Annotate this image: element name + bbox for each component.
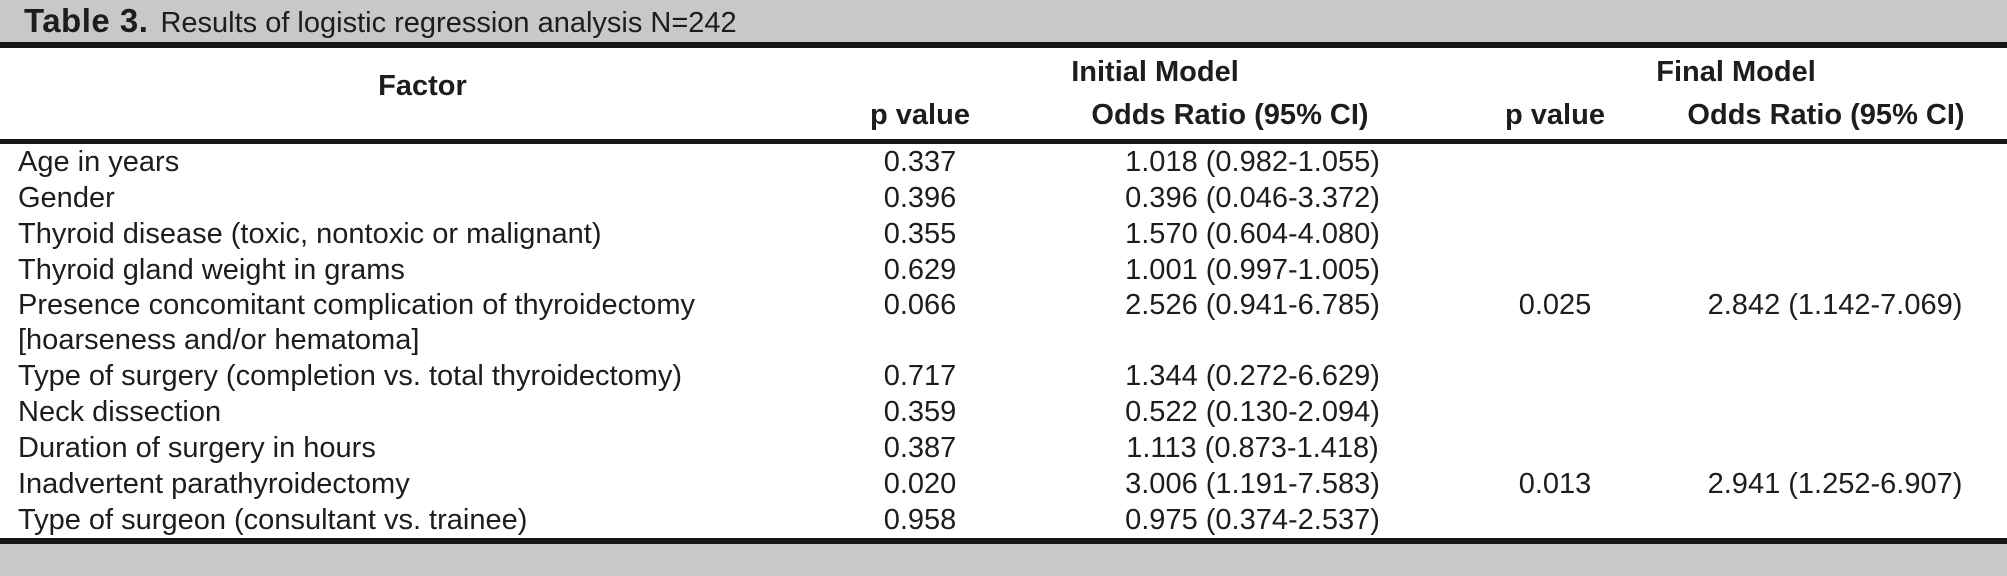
final-odds-ratio-cell — [1645, 252, 2007, 288]
final-odds-ratio-cell — [1645, 144, 2007, 180]
factor-cell: Type of surgeon (consultant vs. trainee) — [18, 503, 528, 536]
factor-cell: Neck dissection — [18, 395, 222, 428]
final-p-value-cell: 0.025 — [1518, 289, 1592, 321]
table-header: Factor Initial Model Final Model p value… — [0, 48, 2007, 144]
factor-cell: Type of surgery (completion vs. total th… — [18, 359, 683, 392]
final-odds-ratio-cell — [1645, 216, 2007, 252]
final-odds-ratio-cell — [1645, 502, 2007, 538]
factor-cell: Inadvertent parathyroidectomy — [18, 467, 410, 500]
column-group-final-model: Final Model — [1656, 55, 1816, 88]
logistic-regression-table: Factor Initial Model Final Model p value… — [0, 48, 2007, 538]
final-odds-ratio-cell — [1645, 180, 2007, 216]
initial-p-value-cell: 0.958 — [883, 503, 957, 536]
final-p-value-cell — [1465, 144, 1645, 180]
column-group-initial-model: Initial Model — [1071, 55, 1239, 88]
table-caption-bar: Table 3. Results of logistic regression a… — [0, 0, 2007, 42]
table-row: Inadvertent parathyroidectomy 0.020 3.00… — [0, 466, 2007, 502]
initial-odds-ratio-cell: 3.006 (1.191-7.583) — [1125, 467, 1380, 500]
final-p-value-cell — [1465, 216, 1645, 252]
final-odds-ratio-cell — [1645, 358, 2007, 394]
table-number: Table 3. — [24, 2, 149, 39]
column-header-final-p-value: p value — [1465, 96, 1645, 144]
initial-odds-ratio-cell: 1.344 (0.272-6.629) — [1125, 359, 1380, 392]
final-p-value-cell: 0.013 — [1518, 467, 1592, 500]
final-p-value-cell — [1465, 430, 1645, 466]
factor-cell: Age in years — [18, 145, 180, 178]
table-row: Thyroid gland weight in grams 0.629 1.00… — [0, 252, 2007, 288]
factor-cell: Thyroid gland weight in grams — [18, 253, 405, 286]
initial-odds-ratio-cell: 1.001 (0.997-1.005) — [1125, 253, 1380, 286]
bottom-rule — [0, 538, 2007, 544]
header-group-row: Factor Initial Model Final Model — [0, 48, 2007, 144]
final-p-value-cell — [1465, 252, 1645, 288]
table-row: Neck dissection 0.359 0.522 (0.130-2.094… — [0, 394, 2007, 430]
table-caption: Results of logistic regression analysis … — [160, 7, 737, 39]
top-rule — [0, 42, 2007, 48]
table-row: Gender 0.396 0.396 (0.046-3.372) — [0, 180, 2007, 216]
final-odds-ratio-cell — [1645, 430, 2007, 466]
final-p-value-cell — [1465, 502, 1645, 538]
initial-odds-ratio-cell: 1.570 (0.604-4.080) — [1125, 217, 1380, 250]
factor-cell: Gender — [18, 181, 115, 214]
initial-odds-ratio-cell: 0.975 (0.374-2.537) — [1125, 503, 1380, 536]
table-row: Duration of surgery in hours 0.387 1.113… — [0, 430, 2007, 466]
initial-p-value-cell: 0.355 — [883, 217, 957, 250]
factor-line-1: Presence concomitant complication of thy… — [18, 289, 695, 321]
initial-p-value-cell: 0.066 — [883, 289, 957, 321]
footer-bar — [0, 544, 2007, 576]
factor-cell: Duration of surgery in hours — [18, 431, 376, 464]
factor-line-2: [hoarseness and/or hematoma] — [18, 324, 420, 356]
initial-p-value-cell: 0.359 — [883, 395, 957, 428]
table-row: Age in years 0.337 1.018 (0.982-1.055) — [0, 144, 2007, 180]
factor-cell: Presence concomitant complication of thy… — [0, 288, 845, 358]
column-header-final-odds-ratio: Odds Ratio (95% CI) — [1645, 96, 2007, 144]
table-row: Presence concomitant complication of thy… — [0, 288, 2007, 358]
table-row: Thyroid disease (toxic, nontoxic or mali… — [0, 216, 2007, 252]
initial-odds-ratio-cell: 0.396 (0.046-3.372) — [1125, 181, 1380, 214]
initial-odds-ratio-cell: 2.526 (0.941-6.785) — [1125, 289, 1380, 321]
initial-p-value-cell: 0.717 — [883, 359, 957, 392]
initial-odds-ratio-cell: 0.522 (0.130-2.094) — [1125, 395, 1380, 428]
factor-cell: Thyroid disease (toxic, nontoxic or mali… — [18, 217, 602, 250]
table-body: Age in years 0.337 1.018 (0.982-1.055) G… — [0, 144, 2007, 538]
column-header-factor: Factor — [0, 48, 845, 144]
final-odds-ratio-cell: 2.842 (1.142-7.069) — [1707, 289, 1963, 321]
initial-p-value-cell: 0.387 — [883, 431, 957, 464]
header-sub-row: p value Odds Ratio (95% CI) p value Odds… — [0, 96, 2007, 144]
final-p-value-cell — [1465, 394, 1645, 430]
final-p-value-cell — [1465, 180, 1645, 216]
initial-p-value-cell: 0.629 — [883, 253, 957, 286]
initial-odds-ratio-cell: 1.018 (0.982-1.055) — [1125, 145, 1380, 178]
final-odds-ratio-cell: 2.941 (1.252-6.907) — [1707, 467, 1963, 500]
initial-p-value-cell: 0.337 — [883, 145, 957, 178]
final-p-value-cell — [1465, 358, 1645, 394]
initial-p-value-cell: 0.396 — [883, 181, 957, 214]
final-odds-ratio-cell — [1645, 394, 2007, 430]
column-header-initial-odds-ratio: Odds Ratio (95% CI) — [995, 96, 1465, 144]
column-header-initial-p-value: p value — [845, 96, 995, 144]
initial-p-value-cell: 0.020 — [883, 467, 957, 500]
table-row: Type of surgery (completion vs. total th… — [0, 358, 2007, 394]
initial-odds-ratio-cell: 1.113 (0.873-1.418) — [1126, 431, 1379, 464]
table-row: Type of surgeon (consultant vs. trainee)… — [0, 502, 2007, 538]
